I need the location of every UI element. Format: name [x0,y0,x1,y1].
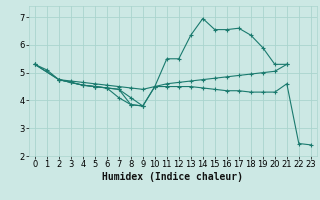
X-axis label: Humidex (Indice chaleur): Humidex (Indice chaleur) [102,172,243,182]
